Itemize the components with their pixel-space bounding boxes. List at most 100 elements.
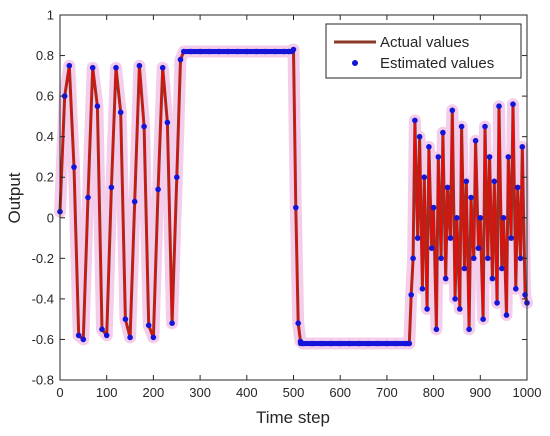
marker-estimated-values xyxy=(155,186,161,193)
marker-estimated-values xyxy=(113,64,119,71)
marker-estimated-values xyxy=(89,64,96,71)
marker-estimated-values xyxy=(449,107,456,114)
x-tick-label: 300 xyxy=(189,385,211,400)
marker-estimated-values xyxy=(309,340,316,347)
marker-estimated-values xyxy=(475,245,482,251)
x-axis-title: Time step xyxy=(256,408,330,427)
marker-estimated-values xyxy=(466,326,472,333)
marker-estimated-values xyxy=(424,306,430,312)
marker-estimated-values xyxy=(517,255,524,262)
x-tick-label: 0 xyxy=(56,385,63,400)
marker-estimated-values xyxy=(272,48,278,55)
marker-estimated-values xyxy=(410,255,416,262)
marker-estimated-values xyxy=(440,129,446,136)
marker-estimated-values xyxy=(416,133,423,140)
marker-estimated-values xyxy=(408,292,415,298)
marker-estimated-values xyxy=(293,204,299,211)
marker-estimated-values xyxy=(103,332,110,339)
marker-estimated-values xyxy=(181,48,187,55)
marker-estimated-values xyxy=(71,164,77,170)
marker-estimated-values xyxy=(468,194,474,201)
marker-estimated-values xyxy=(286,48,292,55)
y-tick-label: 1 xyxy=(47,8,54,23)
marker-estimated-values xyxy=(80,336,87,343)
x-tick-label: 1000 xyxy=(513,385,542,400)
marker-estimated-values xyxy=(150,334,157,341)
marker-estimated-values xyxy=(471,255,477,262)
marker-estimated-values xyxy=(136,62,143,69)
legend-label-estimated-values: Estimated values xyxy=(380,55,494,72)
marker-estimated-values xyxy=(318,340,325,347)
marker-estimated-values xyxy=(503,312,510,318)
marker-estimated-values xyxy=(234,48,241,55)
marker-estimated-values xyxy=(117,109,124,116)
legend-label-actual-values: Actual values xyxy=(380,34,469,51)
marker-estimated-values xyxy=(463,178,470,185)
series-layer xyxy=(57,46,530,347)
marker-estimated-values xyxy=(406,340,413,347)
marker-estimated-values xyxy=(510,101,516,107)
marker-estimated-values xyxy=(486,154,493,160)
x-tick-label: 600 xyxy=(329,385,351,400)
marker-estimated-values xyxy=(430,204,437,211)
marker-estimated-values xyxy=(480,316,486,323)
marker-estimated-values xyxy=(428,245,435,251)
marker-estimated-values xyxy=(438,255,444,262)
marker-estimated-values xyxy=(169,320,175,327)
marker-estimated-values xyxy=(508,235,514,241)
marker-estimated-values xyxy=(421,174,428,180)
x-tick-label: 700 xyxy=(376,385,398,400)
marker-estimated-values xyxy=(141,123,147,130)
y-tick-label: 0.4 xyxy=(36,129,54,144)
marker-estimated-values xyxy=(253,48,259,55)
marker-estimated-values xyxy=(66,62,73,69)
legend-box xyxy=(325,23,522,79)
x-axis: 0 100 200 300 400 500 600 700 800 900 1000 xyxy=(56,15,541,400)
marker-estimated-values xyxy=(197,48,203,55)
marker-estimated-values xyxy=(393,340,400,347)
marker-estimated-values xyxy=(94,103,101,109)
marker-estimated-values xyxy=(365,340,372,347)
marker-estimated-values xyxy=(127,334,133,341)
marker-estimated-values xyxy=(500,215,507,221)
marker-estimated-values xyxy=(300,340,306,347)
marker-estimated-values xyxy=(433,326,440,333)
marker-estimated-values xyxy=(426,144,432,150)
y-tick-label: 0 xyxy=(47,210,54,225)
marker-estimated-values xyxy=(442,275,449,282)
marker-estimated-values xyxy=(206,48,213,55)
marker-estimated-values xyxy=(491,178,498,185)
marker-estimated-values xyxy=(384,340,390,347)
marker-estimated-values xyxy=(75,332,82,339)
legend: Actual values Estimated values xyxy=(325,23,522,79)
marker-estimated-values xyxy=(482,123,488,130)
marker-estimated-values xyxy=(472,137,479,144)
y-tick-label: -0.2 xyxy=(32,251,54,266)
y-tick-label: 0.8 xyxy=(36,48,54,63)
marker-estimated-values xyxy=(145,322,152,329)
x-tick-label: 800 xyxy=(423,385,445,400)
x-tick-label: 100 xyxy=(96,385,118,400)
marker-estimated-values xyxy=(452,296,458,302)
marker-estimated-values xyxy=(108,184,115,191)
marker-estimated-values xyxy=(454,215,460,221)
marker-estimated-values xyxy=(513,286,519,292)
marker-estimated-values xyxy=(499,265,505,272)
marker-estimated-values xyxy=(505,154,512,160)
marker-estimated-values xyxy=(177,56,184,63)
y-tick-label: 0.6 xyxy=(36,89,54,104)
marker-estimated-values xyxy=(519,144,526,150)
marker-estimated-values xyxy=(290,46,297,53)
marker-estimated-values xyxy=(435,154,442,160)
marker-estimated-values xyxy=(461,265,468,272)
marker-estimated-values xyxy=(337,340,344,347)
marker-estimated-values xyxy=(99,326,105,333)
marker-estimated-values xyxy=(447,235,454,241)
legend-swatch-estimated-values xyxy=(352,60,358,66)
y-tick-label: -0.4 xyxy=(32,291,54,306)
marker-estimated-values xyxy=(514,184,521,191)
marker-estimated-values xyxy=(444,184,451,191)
marker-estimated-values xyxy=(419,286,426,292)
marker-estimated-values xyxy=(188,48,194,55)
